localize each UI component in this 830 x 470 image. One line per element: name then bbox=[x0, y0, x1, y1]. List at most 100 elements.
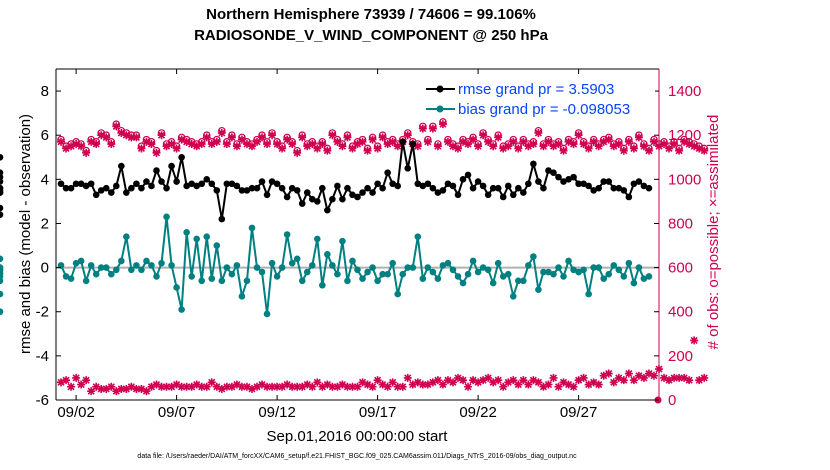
obs-assimilated-series-point bbox=[499, 144, 508, 153]
rmse-series-point bbox=[535, 178, 542, 185]
low-obs-point bbox=[122, 384, 131, 393]
obs-assimilated-series-point bbox=[363, 146, 372, 155]
bias-series-point bbox=[67, 275, 75, 282]
bias-series-point bbox=[374, 277, 381, 285]
bias-series-point bbox=[364, 268, 371, 276]
obs-assimilated-series-point bbox=[484, 137, 493, 146]
rmse-series-point bbox=[464, 171, 472, 179]
y2-tick-label: 200 bbox=[668, 348, 693, 365]
bias-series-point bbox=[344, 277, 351, 285]
rmse-series-point bbox=[72, 180, 80, 188]
rmse-series-point bbox=[585, 182, 592, 190]
obs-assimilated-series-point bbox=[167, 140, 176, 149]
obs-assimilated-series-point bbox=[308, 140, 317, 149]
low-obs-point bbox=[333, 382, 342, 391]
bias-series-point bbox=[334, 270, 341, 278]
rmse-series-point bbox=[128, 184, 135, 192]
low-obs-point bbox=[217, 384, 226, 393]
low-obs-point bbox=[609, 378, 618, 387]
rmse-series-point bbox=[168, 162, 175, 170]
obs-assimilated-series-point bbox=[629, 144, 638, 153]
low-obs-point bbox=[142, 387, 151, 396]
rmse-series-point bbox=[509, 191, 517, 199]
low-obs-point bbox=[479, 376, 488, 385]
obs-assimilated-series-point bbox=[373, 144, 382, 153]
low-obs-point bbox=[509, 376, 518, 385]
obs-assimilated-series-point bbox=[423, 137, 432, 146]
obs-assimilated-series-point bbox=[469, 135, 478, 144]
rmse-series-point bbox=[504, 182, 512, 190]
bias-series-point bbox=[575, 268, 582, 276]
rmse-series-point bbox=[82, 182, 90, 190]
low-obs-point bbox=[67, 382, 76, 391]
rmse-series-point bbox=[454, 191, 462, 199]
rmse-series-point bbox=[329, 195, 336, 203]
low-obs-point bbox=[504, 378, 513, 387]
obs-assimilated-series-point bbox=[333, 137, 342, 146]
rmse-series-point bbox=[379, 184, 386, 192]
rmse-series-point bbox=[233, 182, 241, 190]
rmse-series-point bbox=[439, 187, 447, 194]
bias-series-point bbox=[188, 273, 195, 280]
rmse-series-point bbox=[605, 178, 613, 185]
y2-axis-label: # of obs: o=possible; ×=assimilated bbox=[705, 115, 722, 350]
obs-assimilated-series-point bbox=[559, 146, 568, 155]
bias-series-point bbox=[494, 259, 502, 267]
rmse-series-point bbox=[314, 198, 321, 205]
rmse-series-point bbox=[555, 173, 562, 181]
rmse-series-point bbox=[258, 178, 266, 185]
y2-tick-label: 1400 bbox=[668, 83, 701, 100]
rmse-series-point bbox=[469, 184, 477, 192]
rmse-series-point bbox=[575, 180, 582, 188]
bias-series-point bbox=[620, 273, 628, 280]
rmse-series-point bbox=[429, 184, 437, 192]
x-tick-label: 09/17 bbox=[359, 404, 397, 421]
low-obs-point bbox=[574, 376, 583, 385]
obs-assimilated-series-point bbox=[680, 137, 689, 146]
bias-series-point bbox=[238, 292, 246, 300]
obs-assimilated-series-point bbox=[644, 146, 653, 155]
rmse-series-point bbox=[449, 182, 457, 190]
obs-assimilated-series-point bbox=[117, 128, 126, 137]
bias-series-point bbox=[308, 262, 316, 269]
y-tick-label: 8 bbox=[41, 83, 49, 100]
bias-series-point bbox=[530, 253, 537, 260]
low-obs-point bbox=[132, 384, 141, 393]
bias-series-point bbox=[555, 264, 562, 271]
low-obs-point bbox=[283, 380, 292, 389]
bias-series-point bbox=[102, 264, 110, 271]
bias-series-point bbox=[535, 286, 542, 293]
obs-assimilated-series-point bbox=[494, 133, 503, 142]
low-obs-point bbox=[413, 378, 422, 387]
rmse-series-point bbox=[278, 184, 286, 192]
obs-assimilated-series-point bbox=[474, 142, 483, 151]
obs-assimilated-series-point bbox=[127, 133, 136, 142]
rmse-series-point bbox=[173, 178, 180, 185]
obs-assimilated-series-point bbox=[343, 133, 352, 142]
low-obs-point bbox=[675, 373, 684, 382]
obs-assimilated-series-point bbox=[584, 144, 593, 153]
rmse-series-point bbox=[253, 184, 261, 192]
bias-series-point bbox=[163, 213, 170, 221]
low-obs-point bbox=[644, 369, 653, 378]
obs-assimilated-series-point bbox=[454, 144, 462, 153]
rmse-series-point bbox=[364, 184, 371, 192]
low-obs-point bbox=[494, 376, 503, 385]
rmse-series-point bbox=[635, 178, 643, 185]
data-file-footnote: data file: /Users/raeder/DAI/ATM_forcXX/… bbox=[137, 453, 577, 460]
low-obs-point bbox=[408, 380, 417, 389]
low-obs-point bbox=[378, 380, 387, 389]
low-obs-point bbox=[308, 382, 317, 391]
bias-series-point bbox=[525, 262, 532, 269]
obs-assimilated-series-point bbox=[695, 144, 704, 153]
obs-assimilated-series-point bbox=[448, 142, 457, 151]
low-obs-point bbox=[569, 382, 578, 391]
low-obs-point bbox=[92, 382, 101, 391]
rmse-series-point bbox=[565, 176, 572, 183]
bias-series-point bbox=[329, 262, 336, 269]
low-obs-point bbox=[383, 382, 392, 391]
bias-series-point bbox=[389, 259, 396, 267]
low-obs-point bbox=[318, 382, 327, 391]
low-obs-point bbox=[162, 382, 171, 391]
obs-assimilated-series-point bbox=[569, 140, 578, 149]
